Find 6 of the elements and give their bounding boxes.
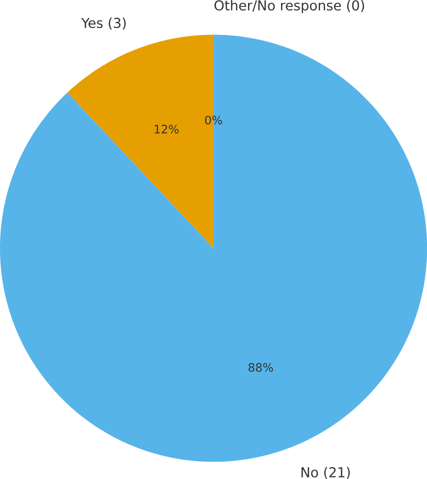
category-label: Other/No response (0) [214,0,364,14]
slice-label: No (21) [302,466,350,479]
data-label: 12% [154,124,179,134]
data-label: 88% [248,363,273,372]
text: 0% [205,116,222,125]
slice-label: Yes (3) [81,18,126,30]
